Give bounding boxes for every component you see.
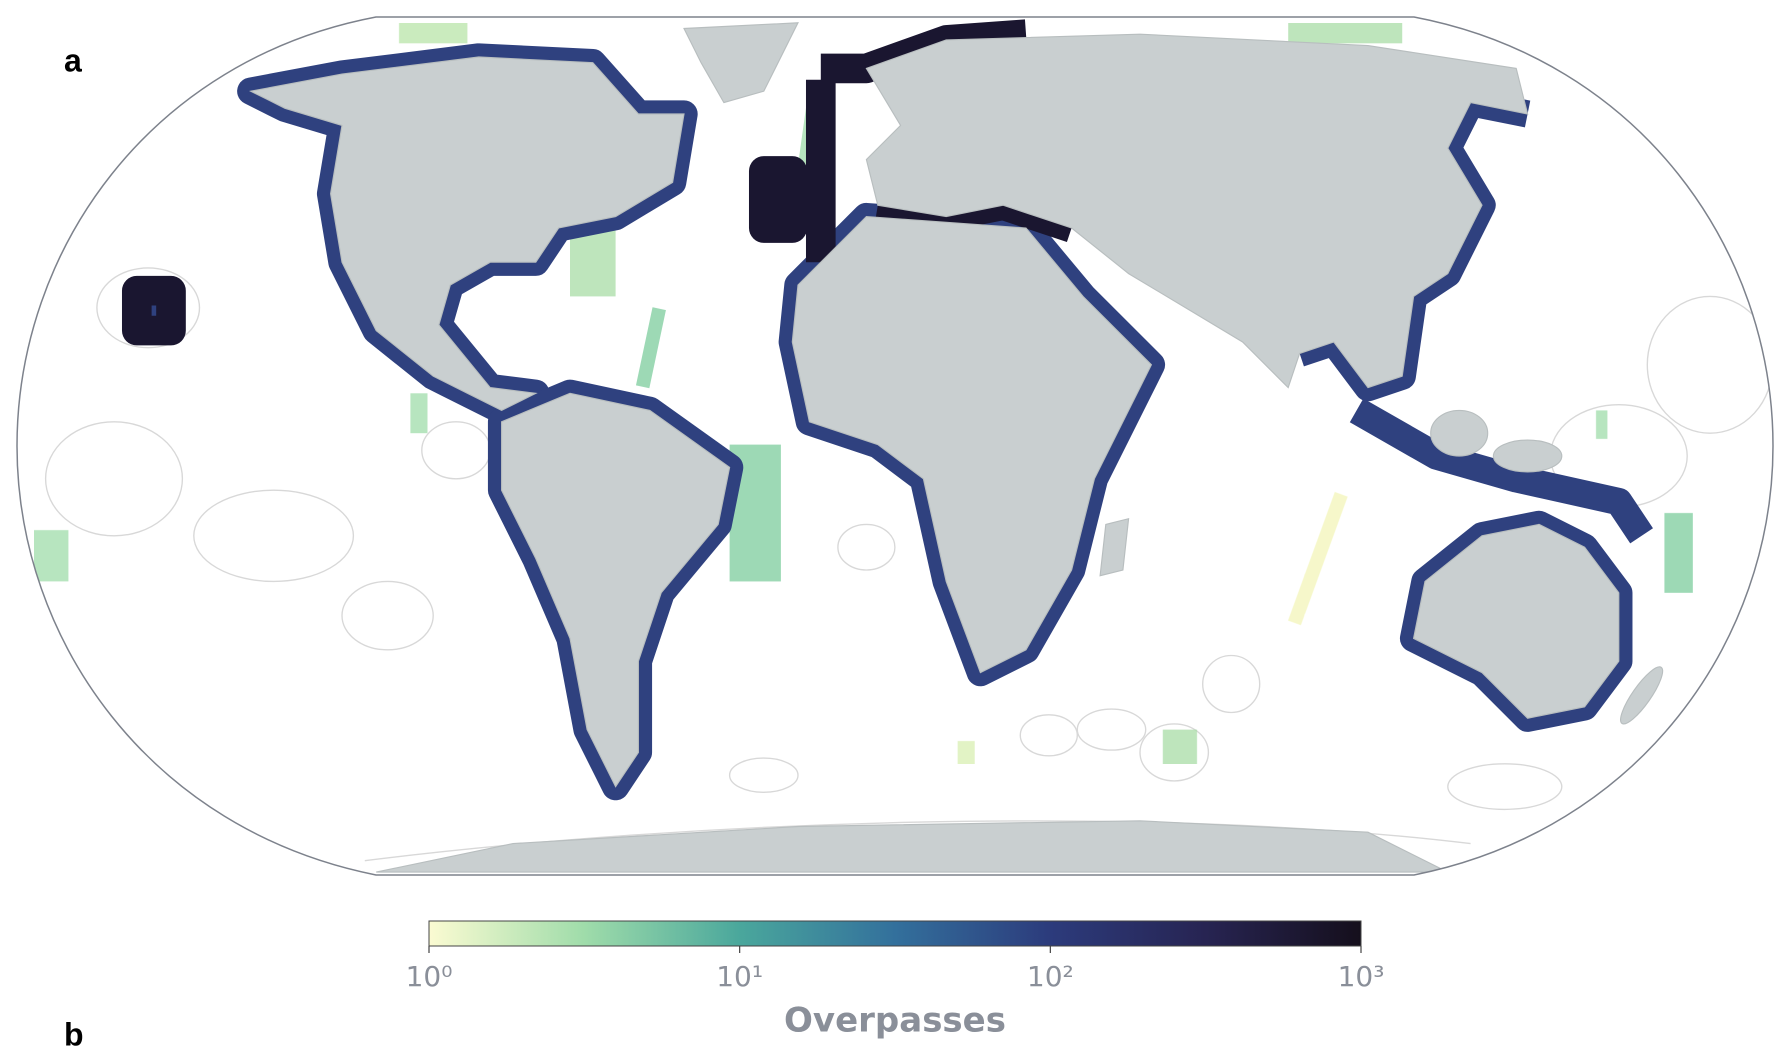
colorbar <box>428 920 1362 947</box>
colorbar-label: Overpasses <box>784 1001 1006 1041</box>
panel-label: b <box>64 1016 84 1052</box>
map-content <box>34 19 1773 873</box>
colorbar-tick-label: 10³ <box>1338 960 1385 993</box>
map-frame <box>16 16 1774 876</box>
colorbar-tick-label: 10¹ <box>716 960 763 993</box>
map <box>34 19 1773 873</box>
colorbar-tick-label: 10⁰ <box>406 960 453 993</box>
land <box>249 22 1664 873</box>
panel-label: a <box>64 42 82 78</box>
colorbar-tick-label: 10² <box>1027 960 1074 993</box>
